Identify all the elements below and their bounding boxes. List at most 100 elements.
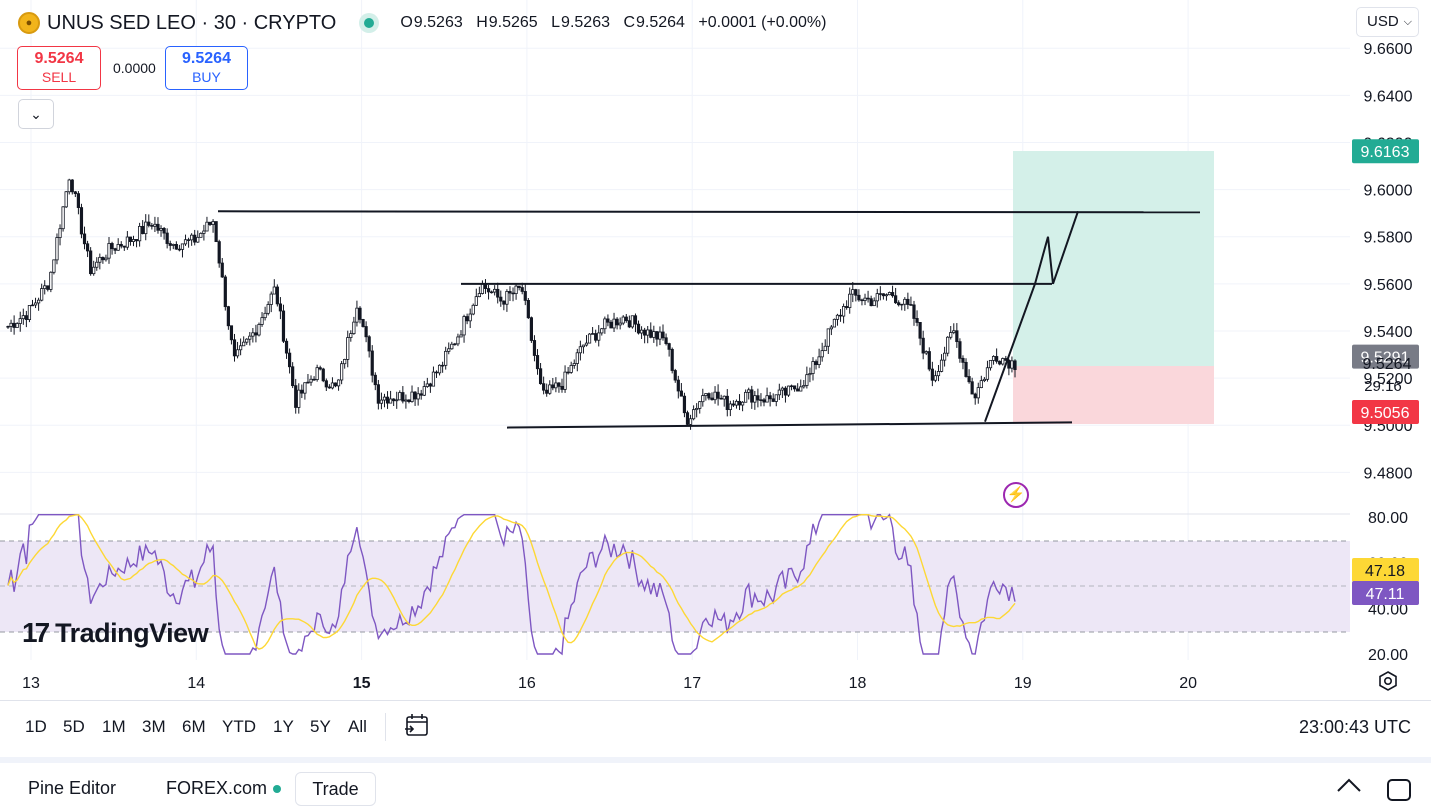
lightning-icon[interactable]: ⚡ <box>1003 482 1029 508</box>
candle-body <box>511 292 515 295</box>
candle-body <box>376 384 380 404</box>
candle-body <box>848 293 852 309</box>
collapse-button[interactable]: ⌄ <box>18 99 54 129</box>
candle-body <box>281 310 286 342</box>
candle-body <box>832 318 837 328</box>
candle-body <box>52 259 56 273</box>
candle-body <box>67 179 71 193</box>
range-1y[interactable]: 1Y <box>273 717 294 736</box>
pine-editor-tab[interactable]: Pine Editor <box>28 778 117 798</box>
candle-body <box>248 335 252 340</box>
candle-body <box>621 316 625 324</box>
range-1m[interactable]: 1M <box>102 717 126 736</box>
range-3m[interactable]: 3M <box>142 717 166 736</box>
range-5d[interactable]: 5D <box>63 717 85 736</box>
candle-body <box>193 234 197 243</box>
trade-tab[interactable]: Trade <box>295 772 376 806</box>
candle-body <box>496 288 500 298</box>
candle-body <box>477 293 481 298</box>
candle-body <box>1007 359 1011 369</box>
candle-body <box>85 243 90 252</box>
candle-body <box>939 359 944 372</box>
candle-body <box>597 332 601 341</box>
symbol-title[interactable]: UNUS SED LEO · 30 · CRYPTO <box>47 11 337 34</box>
candle-body <box>603 318 607 330</box>
candle-body <box>471 304 475 315</box>
candle-body <box>1001 358 1005 365</box>
candle-body <box>407 399 411 402</box>
candle-body <box>379 399 384 404</box>
candle-body <box>309 378 313 383</box>
candle-body <box>223 276 227 308</box>
range-ytd[interactable]: YTD <box>222 717 256 736</box>
currency-select[interactable]: USD ⌵ <box>1356 7 1419 37</box>
candle-body <box>425 383 429 387</box>
candle-body <box>976 387 980 399</box>
candle-body <box>890 292 895 297</box>
candle-body <box>49 271 53 290</box>
candle-body <box>514 285 518 294</box>
x-tick-label: 15 <box>353 675 371 692</box>
candle-body <box>774 394 778 402</box>
tradingview-logo[interactable]: 17 TradingView <box>22 617 209 649</box>
candle-body <box>744 391 748 403</box>
candle-body <box>220 262 224 278</box>
candle-body <box>881 293 885 297</box>
candle-body <box>205 221 209 232</box>
candle-body <box>33 302 38 306</box>
candle-body <box>979 380 983 389</box>
candle-body <box>232 339 237 357</box>
candle-body <box>609 321 613 329</box>
candle-body <box>799 386 803 392</box>
candle-body <box>278 303 283 312</box>
candle-body <box>260 317 264 325</box>
target-zone[interactable] <box>1013 151 1214 366</box>
settings-icon[interactable] <box>1377 670 1399 692</box>
candle-body <box>909 304 913 306</box>
sell-price: 9.5264 <box>34 50 84 67</box>
candle-body <box>535 355 540 370</box>
currency-value: USD <box>1367 13 1399 30</box>
range-all[interactable]: All <box>348 717 367 736</box>
range-1d[interactable]: 1D <box>25 717 47 736</box>
candle-body <box>682 395 687 414</box>
candle-body <box>747 389 751 393</box>
calendar-icon[interactable] <box>404 712 430 738</box>
broker-tab[interactable]: FOREX.com <box>166 778 282 799</box>
utc-clock[interactable]: 23:00:43 UTC <box>1298 717 1411 737</box>
candle-body <box>557 382 561 387</box>
market-status-icon[interactable] <box>364 18 375 28</box>
range-6m[interactable]: 6M <box>182 717 206 736</box>
candle-body <box>134 239 139 242</box>
candle-body <box>664 337 668 344</box>
candle-body <box>388 398 393 404</box>
buy-button[interactable]: 9.5264 BUY <box>165 46 248 90</box>
candle-body <box>575 352 579 364</box>
candle-body <box>254 332 258 336</box>
candle-body <box>171 243 175 246</box>
candle-body <box>89 250 93 275</box>
candle-body <box>131 239 136 242</box>
chevron-up-icon[interactable] <box>1336 776 1362 796</box>
candle-body <box>560 385 564 390</box>
candle-body <box>875 293 879 302</box>
candle-body <box>878 293 882 295</box>
chevron-down-icon: ⌵ <box>1403 16 1412 28</box>
price-chart[interactable]: 13 14 15 16 17 18 19 209.48009.50009.52009.5400… <box>0 0 1431 700</box>
candle-body <box>692 409 696 420</box>
range-5y[interactable]: 5Y <box>310 717 331 736</box>
candle-body <box>242 341 246 347</box>
candle-body <box>162 228 166 234</box>
candle-body <box>245 338 249 343</box>
candle-body <box>340 363 344 381</box>
candle-body <box>27 305 32 320</box>
candle-body <box>658 331 662 340</box>
maximize-icon[interactable] <box>1387 779 1411 801</box>
drawings[interactable] <box>217 210 1201 429</box>
candle-body <box>545 389 549 394</box>
candle-body <box>857 294 861 301</box>
candle-body <box>382 396 387 401</box>
stop-zone[interactable] <box>1013 366 1214 424</box>
candle-body <box>961 357 965 363</box>
sell-button[interactable]: 9.5264 SELL <box>17 46 101 90</box>
